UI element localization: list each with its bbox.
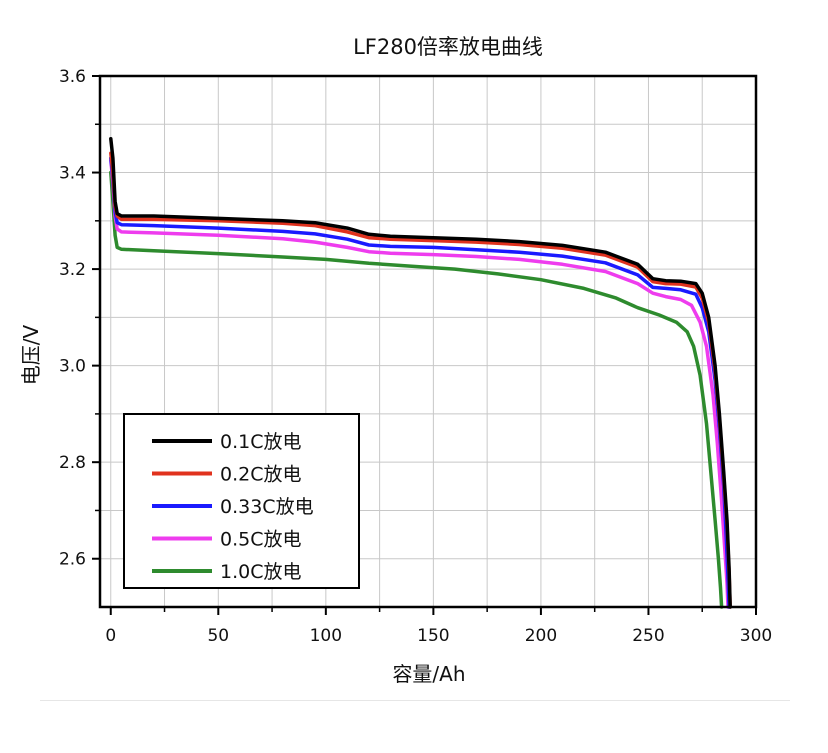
y-tick-label: 3.2 — [59, 260, 86, 280]
legend-label: 1.0C放电 — [220, 561, 301, 583]
y-tick-label: 3.4 — [59, 164, 86, 184]
x-axis-title: 容量/Ah — [392, 662, 465, 686]
y-axis-title: 电压/V — [19, 324, 43, 385]
chart-title: LF280倍率放电曲线 — [353, 35, 543, 59]
x-tick-label: 50 — [207, 626, 229, 646]
series-group — [109, 137, 732, 609]
y-tick-label: 3.0 — [59, 357, 86, 377]
bottom-divider — [40, 700, 790, 701]
series-line — [109, 137, 732, 609]
y-tick-label: 2.6 — [59, 550, 86, 570]
series-line — [109, 158, 730, 609]
legend-label: 0.33C放电 — [220, 496, 314, 518]
y-tick-label: 3.6 — [59, 67, 86, 87]
x-tick-label: 100 — [310, 626, 342, 646]
x-tick-label: 0 — [105, 626, 116, 646]
legend-label: 0.1C放电 — [220, 431, 301, 453]
legend: 0.1C放电 0.2C放电 0.33C放电 0.5C放电 1.0C放电 — [123, 413, 360, 589]
series-line — [109, 170, 724, 609]
x-tick-label: 200 — [525, 626, 557, 646]
plot-frame — [98, 74, 758, 609]
axis-ticks: 0 50 100 150 200 250 300 2.6 2.8 3.0 3.2 3.4 3.6 — [59, 67, 772, 646]
legend-label: 0.5C放电 — [220, 529, 301, 551]
legend-label: 0.2C放电 — [220, 464, 301, 486]
x-tick-label: 300 — [740, 626, 772, 646]
x-tick-label: 150 — [417, 626, 449, 646]
y-tick-label: 2.8 — [59, 453, 86, 473]
x-tick-label: 250 — [632, 626, 664, 646]
